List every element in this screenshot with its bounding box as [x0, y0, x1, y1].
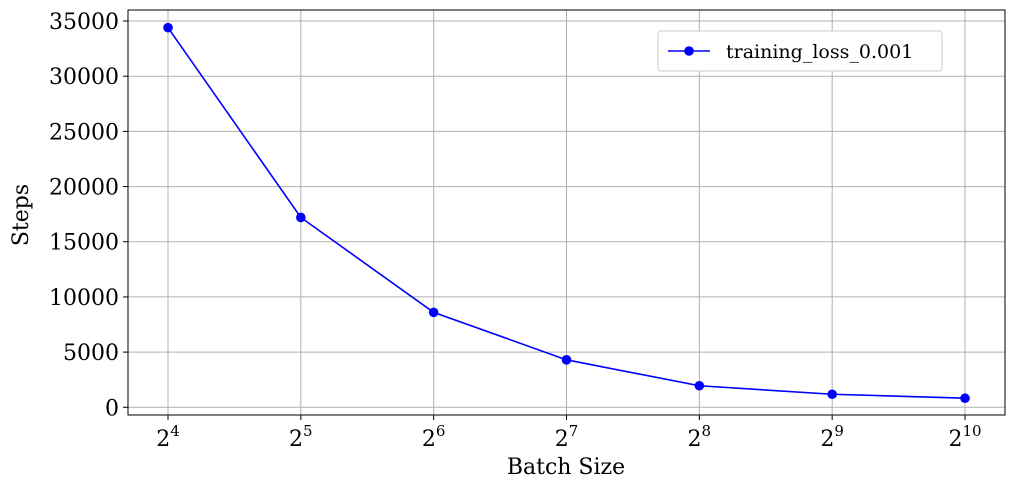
data-point [960, 393, 970, 404]
y-axis-ticks: 0 5000 10000 15000 20000 25000 30000 35000 [49, 10, 128, 421]
x-tick-base: 2 [156, 427, 170, 452]
data-point [296, 212, 306, 223]
data-point [827, 389, 837, 400]
x-axis-ticks: 24 25 26 27 28 29 210 [156, 415, 982, 452]
x-tick-label: 29 [820, 422, 844, 452]
x-tick-exponent: 9 [834, 422, 844, 440]
legend-box [657, 30, 943, 72]
x-tick-exponent: 4 [170, 422, 180, 440]
legend-marker [684, 46, 694, 56]
x-tick-label: 24 [156, 422, 180, 452]
y-tick-label: 30000 [49, 65, 119, 90]
y-tick-label: 35000 [49, 10, 119, 35]
x-tick-base: 2 [289, 427, 303, 452]
x-tick-label: 27 [555, 422, 579, 452]
x-tick-exponent: 10 [962, 422, 981, 440]
data-point [163, 22, 173, 33]
y-tick-label: 10000 [49, 286, 119, 311]
data-point [561, 355, 572, 365]
legend: training_loss_0.001 [657, 30, 943, 72]
x-tick-label: 28 [688, 422, 712, 452]
grid-lines [128, 10, 1005, 415]
series-layer [163, 22, 970, 404]
x-tick-label: 210 [948, 422, 981, 452]
x-tick-base: 2 [948, 427, 962, 452]
x-tick-base: 2 [555, 427, 569, 452]
data-point [694, 380, 705, 391]
x-tick-exponent: 7 [569, 422, 579, 440]
x-tick-exponent: 6 [436, 422, 446, 440]
x-tick-exponent: 8 [702, 422, 712, 440]
x-tick-base: 2 [688, 427, 702, 452]
y-tick-label: 5000 [63, 341, 119, 366]
y-axis-label: Steps [9, 184, 34, 246]
y-tick-label: 0 [105, 396, 119, 421]
data-point [428, 307, 439, 318]
x-axis-label: Batch Size [507, 455, 625, 480]
x-tick-base: 2 [422, 427, 436, 452]
y-tick-label: 25000 [49, 120, 119, 145]
x-tick-label: 26 [422, 422, 446, 452]
y-tick-label: 20000 [49, 176, 119, 201]
y-tick-label: 15000 [49, 231, 119, 256]
x-tick-exponent: 5 [303, 422, 313, 440]
x-tick-base: 2 [820, 427, 834, 452]
legend-label: training_loss_0.001 [726, 41, 913, 63]
x-tick-label: 25 [289, 422, 313, 452]
